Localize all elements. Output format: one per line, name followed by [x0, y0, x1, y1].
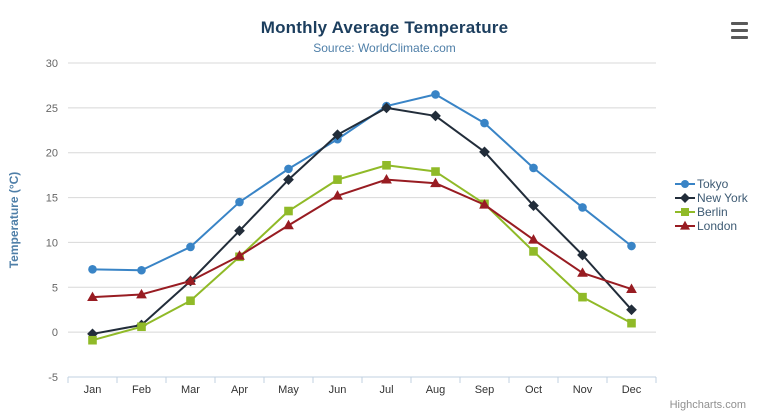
svg-text:Dec: Dec [622, 384, 642, 396]
svg-text:0: 0 [52, 327, 58, 339]
svg-text:May: May [278, 384, 299, 396]
svg-text:Nov: Nov [573, 384, 593, 396]
svg-text:25: 25 [46, 103, 58, 115]
svg-text:Oct: Oct [525, 384, 542, 396]
svg-text:15: 15 [46, 193, 58, 205]
svg-text:30: 30 [46, 58, 58, 70]
svg-text:Jun: Jun [329, 384, 347, 396]
svg-text:Aug: Aug [426, 384, 446, 396]
svg-text:10: 10 [46, 237, 58, 249]
svg-text:Apr: Apr [231, 384, 248, 396]
svg-text:Feb: Feb [132, 384, 151, 396]
svg-text:5: 5 [52, 282, 58, 294]
svg-text:Jul: Jul [379, 384, 393, 396]
svg-text:Jan: Jan [84, 384, 102, 396]
svg-text:-5: -5 [48, 372, 58, 384]
svg-text:Sep: Sep [475, 384, 495, 396]
svg-text:20: 20 [46, 148, 58, 160]
svg-text:Mar: Mar [181, 384, 200, 396]
